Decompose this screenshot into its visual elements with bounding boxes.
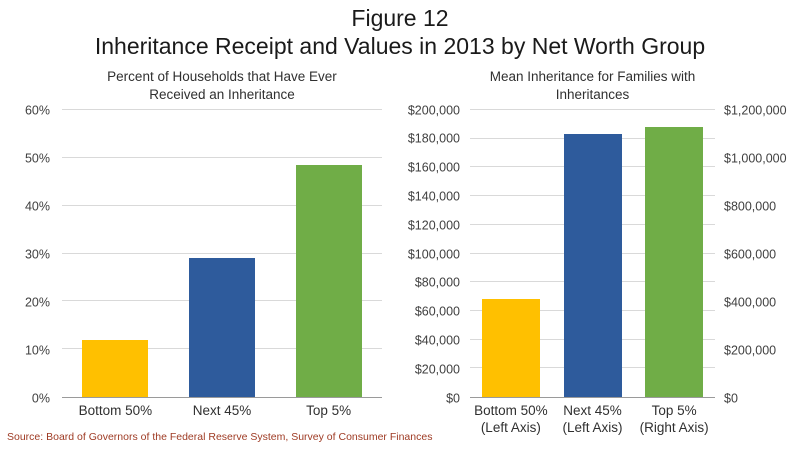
- right-chart-right-y-axis: $0 $200,000 $400,000 $600,000 $800,000 $1,000…: [722, 104, 796, 404]
- x-axis-label-top-5-right-axis: Top 5% (Right Axis): [633, 403, 715, 437]
- y-tick-label: $200,000: [407, 102, 460, 117]
- bar-next-45: [189, 258, 255, 397]
- y-tick-label: 40%: [24, 198, 50, 213]
- left-chart-title-line1: Percent of Households that Have Ever: [107, 69, 337, 84]
- left-chart-x-axis: Bottom 50% Next 45% Top 5%: [62, 403, 382, 420]
- bar-next-45-left-axis: [563, 134, 622, 397]
- bar-top-5: [295, 165, 362, 397]
- y-tick-label: $200,000: [724, 342, 777, 357]
- gridline: [62, 109, 382, 110]
- x-axis-label-next-45-left-axis: Next 45% (Left Axis): [552, 403, 634, 437]
- bar-slot: [633, 110, 715, 397]
- bar-slot: [552, 110, 634, 397]
- bar-slot: [62, 110, 169, 397]
- x-axis-label-line: Next 45%: [192, 403, 252, 418]
- x-axis-label-line: Top 5%: [306, 403, 352, 418]
- x-axis-label-line: (Left Axis): [562, 419, 623, 435]
- bar-slot: [470, 110, 552, 397]
- gridline: [62, 204, 382, 206]
- y-tick-label: $1,000,000: [724, 150, 787, 165]
- y-tick-label: $0: [724, 390, 738, 405]
- y-tick-label: $0: [446, 390, 460, 405]
- y-tick-label: $400,000: [724, 294, 777, 309]
- y-tick-label: $100,000: [407, 246, 460, 261]
- bar-bottom-50: [82, 339, 149, 397]
- right-chart-x-axis: Bottom 50% (Left Axis) Next 45% (Left Axis)…: [470, 403, 715, 437]
- y-tick-label: $600,000: [724, 246, 777, 261]
- left-chart-y-axis: 0% 10% 20% 30% 40% 50% 60%: [2, 104, 54, 404]
- right-chart-plot-area: [470, 109, 715, 398]
- x-axis-label-line: Bottom 50%: [474, 403, 548, 418]
- figure-main-title: Inheritance Receipt and Values in 2013 b…: [94, 33, 706, 59]
- figure-number-title: Figure 12: [351, 5, 449, 31]
- y-tick-label: 0%: [31, 390, 50, 405]
- y-tick-label: $80,000: [414, 275, 460, 290]
- x-axis-label-line: Top 5%: [651, 403, 697, 418]
- y-tick-label: $40,000: [414, 333, 460, 348]
- left-chart-plot-area: [62, 109, 382, 398]
- x-axis-label-top-5: Top 5%: [275, 403, 382, 420]
- x-axis-label-bottom-50-left-axis: Bottom 50% (Left Axis): [470, 403, 552, 437]
- gridline: [470, 109, 715, 110]
- y-tick-label: 30%: [24, 246, 50, 261]
- left-chart-title-line2: Received an Inheritance: [149, 86, 295, 102]
- y-tick-label: 60%: [24, 102, 50, 117]
- x-axis-label-bottom-50: Bottom 50%: [62, 403, 169, 420]
- right-chart-bars: [470, 110, 715, 397]
- y-tick-label: $120,000: [407, 217, 460, 232]
- y-tick-label: 10%: [24, 342, 50, 357]
- y-tick-label: $160,000: [407, 160, 460, 175]
- x-axis-label-line: Bottom 50%: [78, 403, 153, 418]
- left-chart-title: Percent of Households that Have Ever Rec…: [62, 68, 382, 103]
- left-chart-bars: [62, 110, 382, 397]
- y-tick-label: $60,000: [414, 304, 460, 319]
- x-axis-label-line: (Left Axis): [480, 419, 541, 435]
- right-chart-title: Mean Inheritance for Families with Inher…: [430, 68, 755, 103]
- right-chart-left-y-axis: $0 $20,000 $40,000 $60,000 $80,000 $100,000 $1…: [398, 104, 464, 404]
- y-tick-label: $20,000: [414, 361, 460, 376]
- bar-slot: [169, 110, 276, 397]
- right-chart-title-line2: Inheritances: [555, 86, 630, 102]
- right-chart-title-line1: Mean Inheritance for Families with: [489, 69, 696, 84]
- x-axis-label-line: (Right Axis): [639, 419, 709, 435]
- y-tick-label: $800,000: [724, 198, 777, 213]
- y-tick-label: 20%: [24, 294, 50, 309]
- x-axis-label-line: Next 45%: [563, 403, 622, 418]
- y-tick-label: $180,000: [407, 131, 460, 146]
- gridline: [62, 156, 382, 158]
- y-tick-label: 50%: [24, 150, 50, 165]
- gridline: [62, 252, 382, 254]
- source-note: Source: Board of Governors of the Federa…: [7, 431, 433, 443]
- x-axis-label-next-45: Next 45%: [169, 403, 276, 420]
- y-tick-label: $140,000: [407, 189, 460, 204]
- y-tick-label: $1,200,000: [724, 102, 787, 117]
- bar-top-5-right-axis: [645, 126, 704, 397]
- bar-slot: [275, 110, 382, 397]
- bar-bottom-50-left-axis: [481, 299, 540, 397]
